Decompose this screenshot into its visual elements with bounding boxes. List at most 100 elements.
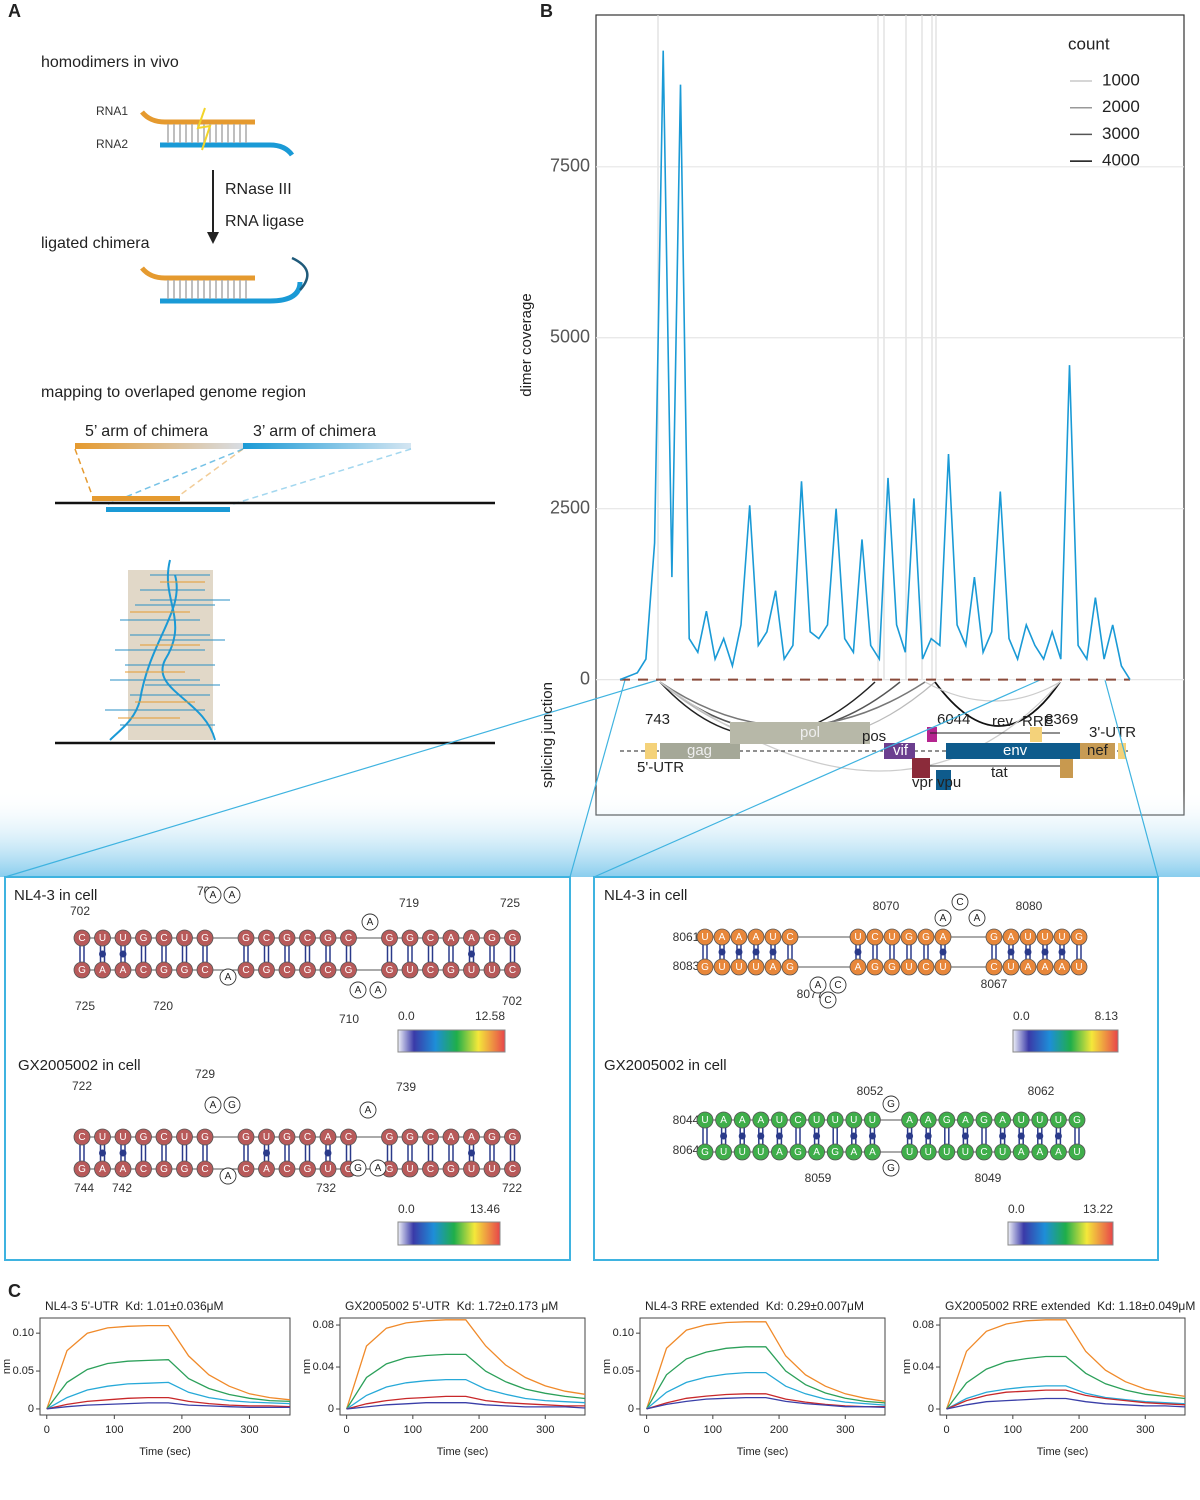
colorbar-label: 8.13 [1095,1009,1119,1023]
nucleotide-letter: A [355,985,362,996]
response-curve [946,1385,1186,1410]
nucleotide-letter: U [869,1115,876,1126]
rna-structure: U A A A U C U C U G G A G A U U U GG U U U A G A G G U C U C U A A A UACAA… [696,893,1088,1009]
nucleotide [845,1143,863,1161]
panel-b: B [540,1,1185,816]
position-number: 732 [316,1181,336,1195]
nucleotide-letter: A [367,917,374,928]
nucleotide [176,1128,193,1146]
nucleotide-letter: C [263,933,270,944]
pair-dot [1054,1132,1062,1140]
nucleotide [299,1160,316,1178]
y-tick-label: 0 [328,1403,334,1415]
nucleotide [1068,1143,1086,1161]
nucleotide [730,928,748,946]
response-curve [946,1355,1186,1410]
nucleotide [808,1143,825,1161]
structure-labels: NL4-3 in cell GX2005002 in cell NL4-3 in… [14,884,1119,1246]
position-number: 8059 [805,1171,832,1185]
nucleotide-letter: U [850,1115,857,1126]
nucleotide [94,1160,111,1178]
arrow-head [207,232,219,244]
nucleotide [463,961,480,979]
nucleotide-letter: A [1042,962,1049,973]
unpaired-nucleotide [829,976,847,994]
nucleotide-letter: A [1025,962,1032,973]
y-tick-label: 0.10 [613,1327,634,1339]
x-axis-label: Time (sec) [737,1446,789,1458]
nucleotide-letter: G [509,1132,517,1143]
nucleotide-letter: C [78,933,85,944]
unpaired-nucleotide [219,968,237,986]
nucleotide [258,1128,275,1146]
nucleotide [715,1143,732,1161]
nucleotide-letter: C [794,1115,801,1126]
nucleotide [422,1160,439,1178]
step-label: homodimers in vivo [41,54,179,71]
nucleotide [771,1143,788,1161]
colorbar [1007,1221,1114,1246]
map-lines [74,448,412,506]
nucleotide-letter: G [140,1132,148,1143]
nucleotide [299,961,316,979]
nucleotide [900,958,918,976]
x-tick-label: 100 [404,1424,422,1436]
nucleotide-letter: U [99,1132,106,1143]
colorbar-label: 12.58 [475,1009,505,1023]
pair-dot [1036,1132,1044,1140]
plot-frame [339,1317,586,1416]
nucleotide-letter: G [386,933,394,944]
nucleotide [1068,1111,1086,1129]
position-number: 744 [74,1181,94,1195]
rna-strand [160,281,303,304]
nucleotide [258,1160,275,1178]
nucleotide [883,928,901,946]
x-tick-label: 200 [770,1424,788,1436]
nucleotide-letter: A [99,965,106,976]
nucleotide-letter: U [757,1147,764,1158]
nucleotide-letter: G [242,933,250,944]
gene-label: pos [862,728,886,745]
nucleotide [237,1128,255,1146]
nucleotide-letter: A [974,913,981,924]
nucleotide-letter: C [427,1164,434,1175]
nucleotide-letter: A [906,1115,913,1126]
nucleotide-letter: G [304,1164,312,1175]
nucleotide-letter: C [427,965,434,976]
response-curve [346,1402,586,1410]
nucleotide-letter: G [406,1132,414,1143]
nucleotide-letter: U [925,1147,932,1158]
unpaired-nucleotide [951,893,969,911]
nucleotide-letter: U [701,1115,708,1126]
nucleotide-letter: G [304,965,312,976]
nucleotide-letter: A [962,1115,969,1126]
nucleotide [789,1143,807,1161]
nucleotide [934,958,952,976]
nucleotide-letter: G [283,1132,291,1143]
colorbar-label: 0.0 [1013,1009,1030,1023]
nucleotide [401,1160,419,1178]
nucleotide-letter: A [940,932,947,943]
chart-title: NL4-3 5'-UTR Kd: 1.01±0.036μM [45,1299,224,1313]
nucleotide [401,929,419,947]
nucleotide [1002,958,1020,976]
nucleotide-letter: A [925,1115,932,1126]
position-number: 8070 [873,899,900,913]
nucleotide-letter: G [201,1132,209,1143]
nucleotide [155,929,173,947]
response-curve [646,1396,886,1410]
nucleotide-letter: G [888,962,896,973]
nucleotide-letter: U [769,932,776,943]
rna-structure: C U U G C U G G U G C A C G G C A A G GG A A C G G C C A C G U G G U C G U U C… [73,1096,521,1185]
pair-dot [99,950,106,958]
nucleotide-letter: A [719,932,726,943]
rna-strand [160,142,295,157]
nucleotide-letter: U [181,1132,188,1143]
pair-dot [854,948,862,956]
nucleotide-letter: G [871,962,879,973]
nucleotide-letter: A [365,1105,372,1116]
unpaired-nucleotide [968,909,986,927]
nucleotide [422,961,439,979]
pair-dot [99,1149,106,1157]
nucleotide-letter: C [509,965,516,976]
